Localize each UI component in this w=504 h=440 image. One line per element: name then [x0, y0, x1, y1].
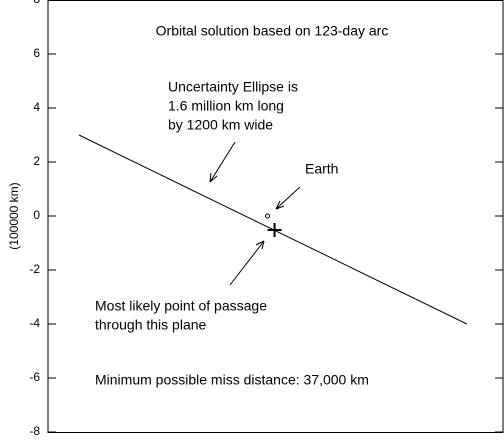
annotation: 1.6 million km long	[168, 98, 284, 114]
y-tick-label: 4	[33, 100, 40, 114]
likely-point	[267, 223, 282, 238]
y-tick-label: 8	[33, 0, 40, 6]
arrow	[229, 240, 265, 286]
annotation: through this plane	[95, 317, 207, 333]
plot-frame	[47, 0, 504, 433]
annotation: Most likely point of passage	[95, 298, 267, 314]
y-axis-label: (100000 km)	[7, 182, 21, 249]
annotation: by 1200 km wide	[168, 117, 273, 133]
y-tick-label: -8	[29, 424, 40, 438]
chart-title: Orbital solution based on 123-day arc	[156, 23, 389, 39]
y-tick-label: -2	[29, 262, 40, 276]
y-tick-label: 2	[33, 154, 40, 168]
arrows	[209, 141, 301, 286]
arrow	[275, 186, 301, 210]
earth-point	[265, 213, 271, 219]
y-tick-label: -6	[29, 370, 40, 384]
arrow	[209, 141, 236, 183]
annotation: Minimum possible miss distance: 37,000 k…	[95, 372, 369, 388]
y-tick-label: 6	[33, 46, 40, 60]
y-tick-label: 0	[33, 208, 40, 222]
annotation: Earth	[305, 161, 338, 177]
y-tick-label: -4	[29, 316, 40, 330]
annotation: Uncertainty Ellipse is	[168, 79, 298, 95]
